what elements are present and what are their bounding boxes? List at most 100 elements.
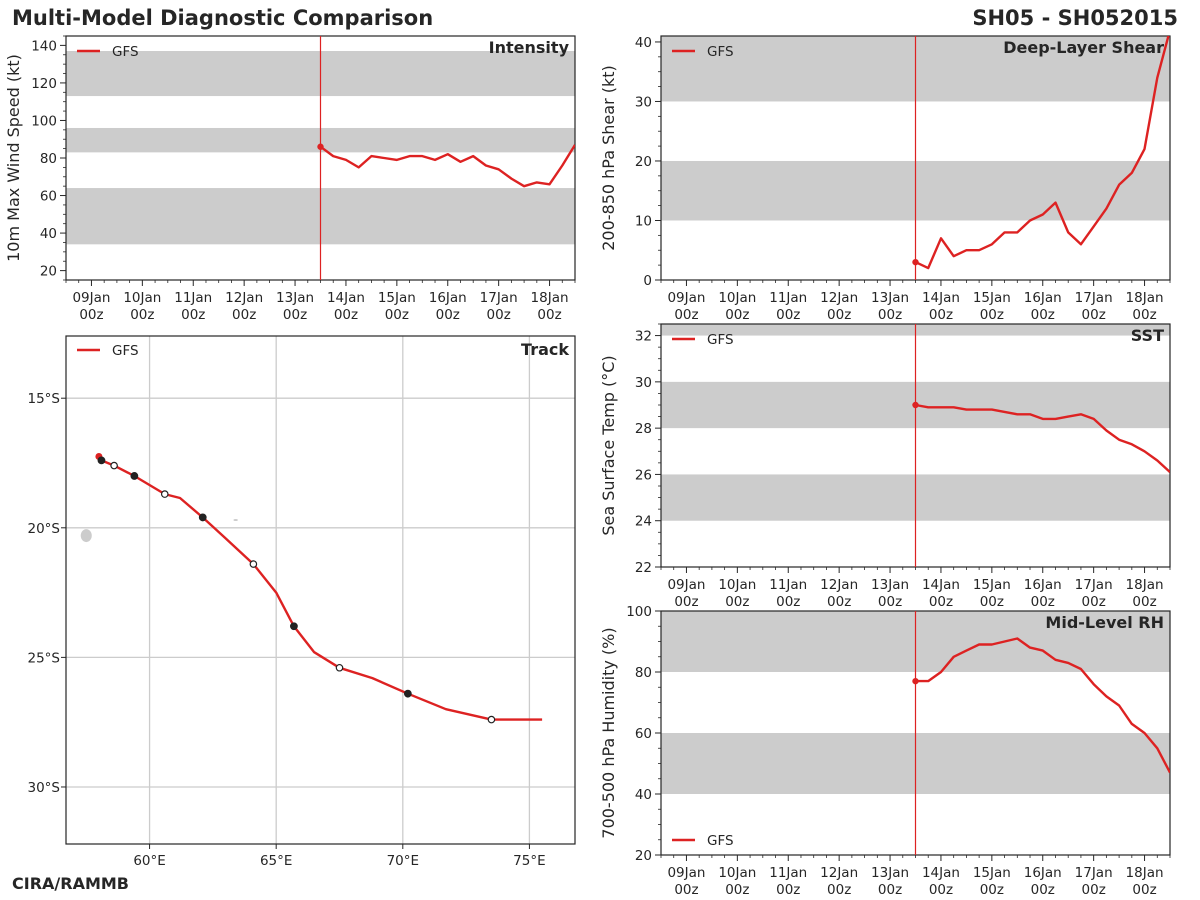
x-tick-day: 09Jan xyxy=(667,290,705,306)
x-tick-hour: 00z xyxy=(385,307,409,323)
x-tick-hour: 00z xyxy=(980,594,1004,610)
gfs-series-line xyxy=(915,403,1170,473)
x-tick-hour: 00z xyxy=(776,307,800,323)
y-tick-label: 24 xyxy=(635,514,652,530)
gfs-series-line xyxy=(915,637,1170,774)
intensity-panel: 2040608010012014009Jan00z10Jan00z11Jan00… xyxy=(4,35,576,323)
x-tick-day: 18Jan xyxy=(1126,290,1164,306)
x-tick-day: 12Jan xyxy=(820,290,858,306)
y-tick-label: 60 xyxy=(635,726,652,742)
y-tick-label: 120 xyxy=(31,76,57,92)
track-marker-filled xyxy=(198,513,207,522)
sst-panel: 22242628303209Jan00z10Jan00z11Jan00z12Ja… xyxy=(599,323,1171,610)
x-tick-hour: 00z xyxy=(929,594,953,610)
track-marker-open xyxy=(160,490,169,498)
y-tick-label: 10 xyxy=(635,213,652,229)
y-tick-label: 32 xyxy=(635,329,652,345)
x-tick-hour: 00z xyxy=(436,307,460,323)
x-tick-hour: 00z xyxy=(537,307,561,323)
legend-label: GFS xyxy=(707,332,734,348)
gfs-start-point xyxy=(317,143,324,150)
x-tick-day: 16Jan xyxy=(1024,290,1062,306)
x-tick-hour: 00z xyxy=(232,307,256,323)
x-tick-day: 13Jan xyxy=(871,865,909,881)
storm-id: SH05 - SH052015 xyxy=(972,6,1178,30)
figure-title: Multi-Model Diagnostic Comparison xyxy=(12,6,433,30)
y-tick-label: 40 xyxy=(635,787,652,803)
lon-tick-label: 70°E xyxy=(387,853,419,869)
x-tick-hour: 00z xyxy=(980,882,1004,898)
panel-title: Track xyxy=(521,340,569,359)
x-tick-hour: 00z xyxy=(1082,594,1106,610)
x-tick-day: 15Jan xyxy=(378,290,416,306)
x-tick-hour: 00z xyxy=(487,307,511,323)
x-tick-day: 15Jan xyxy=(973,577,1011,593)
x-tick-hour: 00z xyxy=(1082,307,1106,323)
y-tick-label: 40 xyxy=(40,226,57,242)
lat-tick-label: 30°S xyxy=(28,780,61,796)
x-tick-day: 11Jan xyxy=(769,290,807,306)
legend-label: GFS xyxy=(112,343,139,359)
x-tick-day: 11Jan xyxy=(769,865,807,881)
x-tick-hour: 00z xyxy=(776,882,800,898)
x-tick-hour: 00z xyxy=(1132,882,1156,898)
x-tick-hour: 00z xyxy=(878,594,902,610)
y-axis-label: 200-850 hPa Shear (kt) xyxy=(599,65,618,251)
y-tick-label: 20 xyxy=(40,264,57,280)
x-tick-day: 12Jan xyxy=(225,290,263,306)
x-tick-day: 17Jan xyxy=(480,290,518,306)
y-axis-label: Sea Surface Temp (°C) xyxy=(599,355,618,535)
gfs-series-line xyxy=(319,144,575,188)
y-tick-label: 100 xyxy=(31,113,57,129)
track-marker-filled xyxy=(290,622,298,631)
x-tick-hour: 00z xyxy=(929,307,953,323)
x-tick-day: 10Jan xyxy=(718,865,756,881)
panel-title: Intensity xyxy=(489,38,570,57)
x-tick-day: 13Jan xyxy=(871,577,909,593)
legend-label: GFS xyxy=(112,44,139,60)
track-marker-open xyxy=(487,715,496,724)
y-tick-label: 22 xyxy=(635,560,652,576)
y-tick-label: 80 xyxy=(40,151,57,167)
rh-panel: 2040608010009Jan00z10Jan00z11Jan00z12Jan… xyxy=(599,604,1171,898)
lat-tick-label: 20°S xyxy=(28,521,61,537)
track-marker-filled xyxy=(130,472,139,480)
track-marker-filled xyxy=(97,456,106,465)
y-tick-label: 26 xyxy=(635,467,652,483)
x-tick-hour: 00z xyxy=(674,594,698,610)
x-tick-hour: 00z xyxy=(878,307,902,323)
x-tick-hour: 00z xyxy=(1031,594,1055,610)
gfs-start-point xyxy=(912,258,919,266)
y-tick-label: 0 xyxy=(643,273,652,289)
credit-label: CIRA/RAMMB xyxy=(12,874,129,893)
x-tick-hour: 00z xyxy=(827,594,851,610)
y-tick-label: 40 xyxy=(635,35,652,51)
lon-tick-label: 75°E xyxy=(513,853,545,869)
x-tick-day: 18Jan xyxy=(531,290,569,306)
x-tick-day: 11Jan xyxy=(769,577,807,593)
x-tick-hour: 00z xyxy=(929,882,953,898)
track-marker-filled xyxy=(403,689,412,698)
legend-label: GFS xyxy=(707,833,734,849)
x-tick-hour: 00z xyxy=(980,307,1004,323)
x-tick-day: 14Jan xyxy=(922,577,960,593)
legend-label: GFS xyxy=(707,44,734,60)
island-reunion xyxy=(80,529,92,543)
x-tick-day: 09Jan xyxy=(667,577,705,593)
plot-frame xyxy=(65,335,576,845)
lat-tick-label: 15°S xyxy=(28,391,61,407)
x-tick-hour: 00z xyxy=(1082,882,1106,898)
x-tick-hour: 00z xyxy=(827,882,851,898)
y-tick-label: 30 xyxy=(635,94,652,110)
island-islet xyxy=(233,519,238,522)
y-tick-label: 30 xyxy=(635,375,652,391)
x-tick-day: 15Jan xyxy=(973,290,1011,306)
x-tick-hour: 00z xyxy=(130,307,154,323)
track-marker-open xyxy=(249,560,258,568)
y-tick-label: 100 xyxy=(626,604,652,620)
shear-panel: 01020304009Jan00z10Jan00z11Jan00z12Jan00… xyxy=(599,35,1171,323)
x-tick-day: 14Jan xyxy=(922,290,960,306)
x-tick-hour: 00z xyxy=(725,594,749,610)
x-tick-day: 16Jan xyxy=(429,290,467,306)
